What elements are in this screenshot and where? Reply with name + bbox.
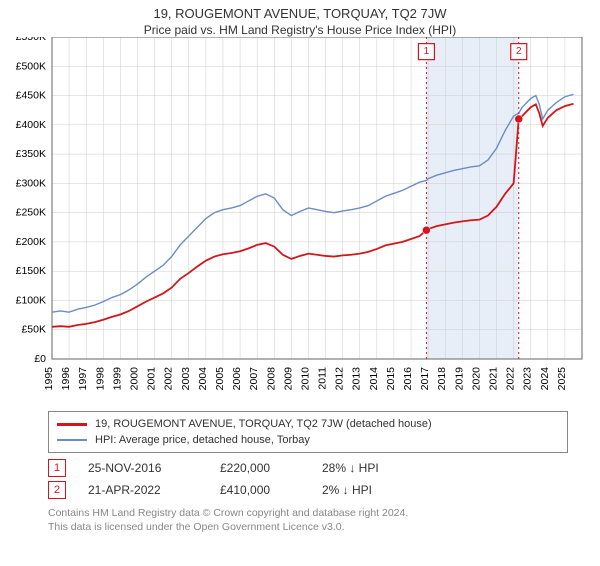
annotation-date: 25-NOV-2016 [88,461,198,475]
svg-text:2021: 2021 [488,367,500,391]
svg-text:1996: 1996 [60,367,72,391]
svg-text:2023: 2023 [522,367,534,391]
svg-text:£550K: £550K [16,37,46,43]
svg-text:£0: £0 [34,353,46,365]
svg-text:1997: 1997 [77,367,89,391]
svg-text:2010: 2010 [299,367,311,391]
svg-text:2019: 2019 [453,367,465,391]
svg-text:2: 2 [516,46,522,57]
legend-swatch [57,439,87,441]
legend-swatch [57,423,87,426]
svg-text:2013: 2013 [351,367,363,391]
svg-text:2014: 2014 [368,367,380,391]
svg-text:2005: 2005 [214,367,226,391]
footer-attribution: Contains HM Land Registry data © Crown c… [48,507,568,534]
svg-text:2001: 2001 [146,367,158,391]
annotation-table: 1 25-NOV-2016 £220,000 28% ↓ HPI 2 21-AP… [48,457,568,501]
svg-text:1998: 1998 [94,367,106,391]
svg-text:£350K: £350K [16,148,46,160]
svg-text:2003: 2003 [180,367,192,391]
svg-text:2006: 2006 [231,367,243,391]
legend-item: HPI: Average price, detached house, Torb… [57,432,559,448]
svg-text:2012: 2012 [334,367,346,391]
svg-text:2002: 2002 [163,367,175,391]
legend-label: 19, ROUGEMONT AVENUE, TORQUAY, TQ2 7JW (… [95,416,432,432]
annotation-price: £220,000 [220,461,300,475]
chart-title: 19, ROUGEMONT AVENUE, TORQUAY, TQ2 7JW P… [0,6,600,37]
title-line-2: Price paid vs. HM Land Registry's House … [0,23,600,37]
svg-text:1: 1 [424,46,430,57]
svg-text:2016: 2016 [402,367,414,391]
svg-text:2008: 2008 [265,367,277,391]
annotation-price: £410,000 [220,483,300,497]
svg-text:2025: 2025 [556,367,568,391]
svg-text:£300K: £300K [16,177,46,189]
annotation-row: 2 21-APR-2022 £410,000 2% ↓ HPI [48,479,568,501]
svg-text:2015: 2015 [385,367,397,391]
footer-line: This data is licensed under the Open Gov… [48,521,568,535]
annotation-diff: 28% ↓ HPI [322,461,379,475]
svg-text:2017: 2017 [419,367,431,391]
svg-text:£400K: £400K [16,119,46,131]
svg-text:2011: 2011 [317,367,329,390]
svg-text:£100K: £100K [16,294,46,306]
svg-text:£250K: £250K [16,207,46,219]
svg-text:2020: 2020 [470,367,482,391]
svg-text:£450K: £450K [16,90,46,102]
svg-text:£200K: £200K [16,236,46,248]
annotation-marker-icon: 1 [48,459,66,477]
legend-label: HPI: Average price, detached house, Torb… [95,432,310,448]
annotation-marker-icon: 2 [48,481,66,499]
legend: 19, ROUGEMONT AVENUE, TORQUAY, TQ2 7JW (… [48,411,568,453]
svg-text:£50K: £50K [21,324,46,336]
svg-text:2024: 2024 [539,367,551,391]
svg-text:£150K: £150K [16,265,46,277]
svg-text:2022: 2022 [505,367,517,391]
footer-line: Contains HM Land Registry data © Crown c… [48,507,568,521]
svg-text:1999: 1999 [111,367,123,391]
price-chart: £0 £50K £100K £150K £200K £250K £300K £350K £400… [0,37,600,407]
legend-item: 19, ROUGEMONT AVENUE, TORQUAY, TQ2 7JW (… [57,416,559,432]
svg-text:2007: 2007 [248,367,260,391]
title-line-1: 19, ROUGEMONT AVENUE, TORQUAY, TQ2 7JW [0,6,600,21]
annotation-diff: 2% ↓ HPI [322,483,372,497]
svg-text:2009: 2009 [282,367,294,391]
svg-text:2018: 2018 [436,367,448,391]
svg-text:1995: 1995 [43,367,55,391]
svg-text:£500K: £500K [16,60,46,72]
svg-text:2000: 2000 [128,367,140,391]
svg-text:2004: 2004 [197,367,209,391]
annotation-row: 1 25-NOV-2016 £220,000 28% ↓ HPI [48,457,568,479]
annotation-date: 21-APR-2022 [88,483,198,497]
